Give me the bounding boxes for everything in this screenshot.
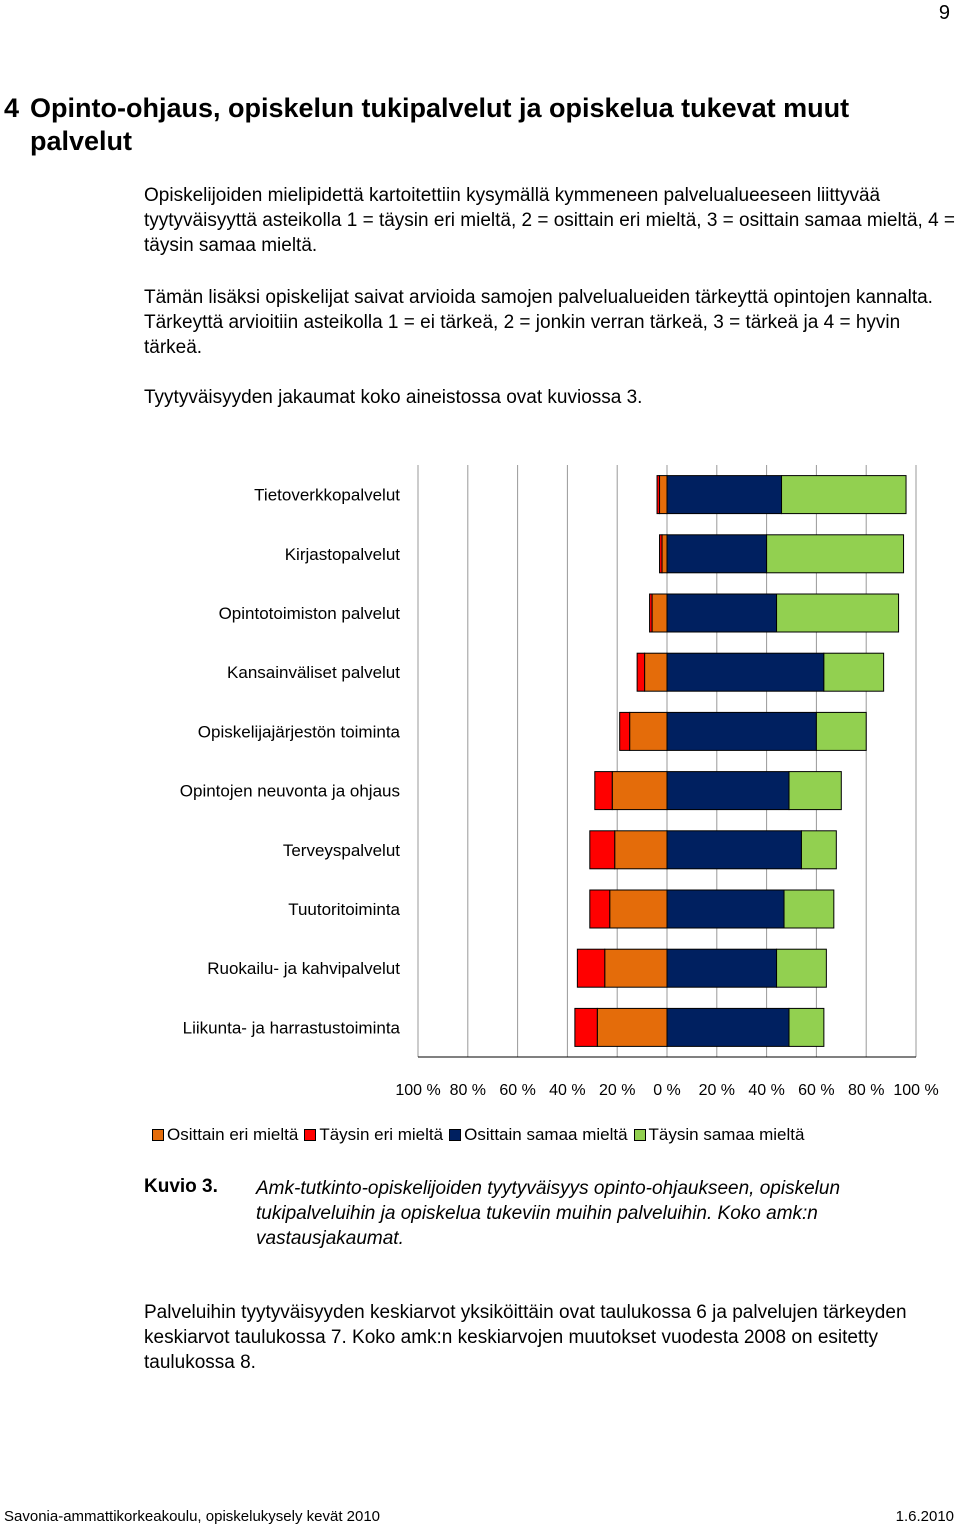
bar-segment — [666, 652, 825, 692]
tick-label: 60 % — [798, 1082, 834, 1099]
bar-segment — [666, 1007, 790, 1047]
legend-swatch — [449, 1129, 462, 1141]
category-label: Kansainväliset palvelut — [227, 663, 400, 682]
bar-segment — [656, 475, 661, 515]
bar-segment — [611, 771, 668, 811]
bar-segment — [651, 593, 668, 633]
tick-label: 80 % — [450, 1082, 486, 1099]
paragraph-1: Opiskelijoiden mielipidettä kartoitettii… — [144, 185, 956, 256]
category-label: Opintotoimiston palvelut — [219, 604, 401, 623]
tick-label: 40 % — [748, 1082, 784, 1099]
bar-segment — [604, 948, 668, 988]
footer-left: Savonia-ammattikorkeakoulu, opiskelukyse… — [4, 1508, 381, 1525]
bar-segment — [614, 830, 668, 870]
bar-segment — [589, 830, 616, 870]
satisfaction-chart: Tietoverkkopalvelut Kirjastopalvelut Opint… — [180, 465, 939, 1099]
bar-segment — [649, 593, 653, 633]
page-number: 9 — [938, 2, 950, 24]
bar-segment — [629, 711, 668, 751]
bar-segment — [661, 534, 668, 574]
bar-segment — [609, 889, 668, 929]
bar-segment — [783, 889, 835, 929]
tick-label: 80 % — [848, 1082, 884, 1099]
legend-swatch — [304, 1129, 317, 1141]
legend-label: Täysin eri mieltä — [319, 1125, 444, 1144]
tick-label: 100 % — [395, 1082, 440, 1099]
bar-segment — [666, 830, 802, 870]
bar-segment — [619, 711, 631, 751]
category-label: Tuutoritoiminta — [288, 900, 400, 919]
bar-segment — [666, 711, 817, 751]
tick-label: 20 % — [699, 1082, 735, 1099]
bar-segment — [576, 948, 606, 988]
footer-date: 1.6.2010 — [895, 1508, 954, 1525]
bar-segment — [666, 889, 785, 929]
paragraph-4: Palveluihin tyytyväisyyden keskiarvot yk… — [144, 1302, 907, 1373]
bar-segment — [596, 1007, 668, 1047]
section-title: Opinto-ohjaus, opiskelun tukipalvelut ja… — [30, 93, 850, 156]
bar-segment — [666, 593, 778, 633]
bar-segment — [815, 711, 867, 751]
bar-segment — [594, 771, 613, 811]
bar-segment — [800, 830, 837, 870]
category-label: Opintojen neuvonta ja ohjaus — [180, 782, 400, 801]
bar-segment — [666, 948, 778, 988]
bar-segment — [659, 534, 663, 574]
legend-label: Osittain samaa mieltä — [464, 1125, 628, 1144]
bar-segment — [644, 652, 668, 692]
bar-segment — [659, 475, 668, 515]
legend-item: Osittain eri mieltä — [152, 1125, 298, 1145]
bar-segment — [776, 593, 900, 633]
legend-label: Täysin samaa mieltä — [648, 1125, 805, 1144]
section-number: 4 — [4, 93, 20, 123]
bar-segment — [666, 534, 768, 574]
category-label: Terveyspalvelut — [283, 841, 400, 860]
category-label: Opiskelijajärjestön toiminta — [198, 722, 401, 741]
bar-segment — [788, 771, 842, 811]
tick-label: 60 % — [499, 1082, 535, 1099]
legend-item: Täysin eri mieltä — [304, 1125, 443, 1145]
bar-segment — [574, 1007, 598, 1047]
bar-segment — [781, 475, 907, 515]
figure-label: Kuvio 3. — [144, 1176, 218, 1197]
legend-swatch — [633, 1129, 646, 1141]
bar-segment — [589, 889, 611, 929]
legend-swatch — [152, 1129, 164, 1141]
bar-segment — [636, 652, 646, 692]
bar-segment — [788, 1007, 825, 1047]
bar-segment — [776, 948, 827, 988]
paragraph-2: Tämän lisäksi opiskelijat saivat arvioid… — [144, 287, 933, 358]
tick-label: 100 % — [893, 1082, 938, 1099]
tick-label: 20 % — [599, 1082, 635, 1099]
tick-label: 0 % — [653, 1082, 681, 1099]
bar-segment — [823, 652, 885, 692]
bar-segment — [666, 475, 783, 515]
legend-label: Osittain eri mieltä — [167, 1125, 299, 1144]
bar-segment — [766, 534, 905, 574]
legend-item: Täysin samaa mieltä — [633, 1125, 805, 1145]
tick-label: 40 % — [549, 1082, 585, 1099]
paragraph-3: Tyytyväisyyden jakaumat koko aineistossa… — [144, 387, 643, 408]
figure-caption: Amk-tutkinto-opiskelijoiden tyytyväisyys… — [256, 1178, 841, 1249]
category-label: Tietoverkkopalvelut — [254, 486, 400, 505]
category-label: Kirjastopalvelut — [285, 545, 401, 564]
chart-legend: Osittain eri mieltä Täysin eri mieltä Osit… — [152, 1125, 810, 1145]
category-label: Liikunta- ja harrastustoiminta — [183, 1018, 401, 1037]
bar-segment — [666, 771, 790, 811]
legend-item: Osittain samaa mieltä — [449, 1125, 628, 1145]
category-label: Ruokailu- ja kahvipalvelut — [207, 959, 400, 978]
